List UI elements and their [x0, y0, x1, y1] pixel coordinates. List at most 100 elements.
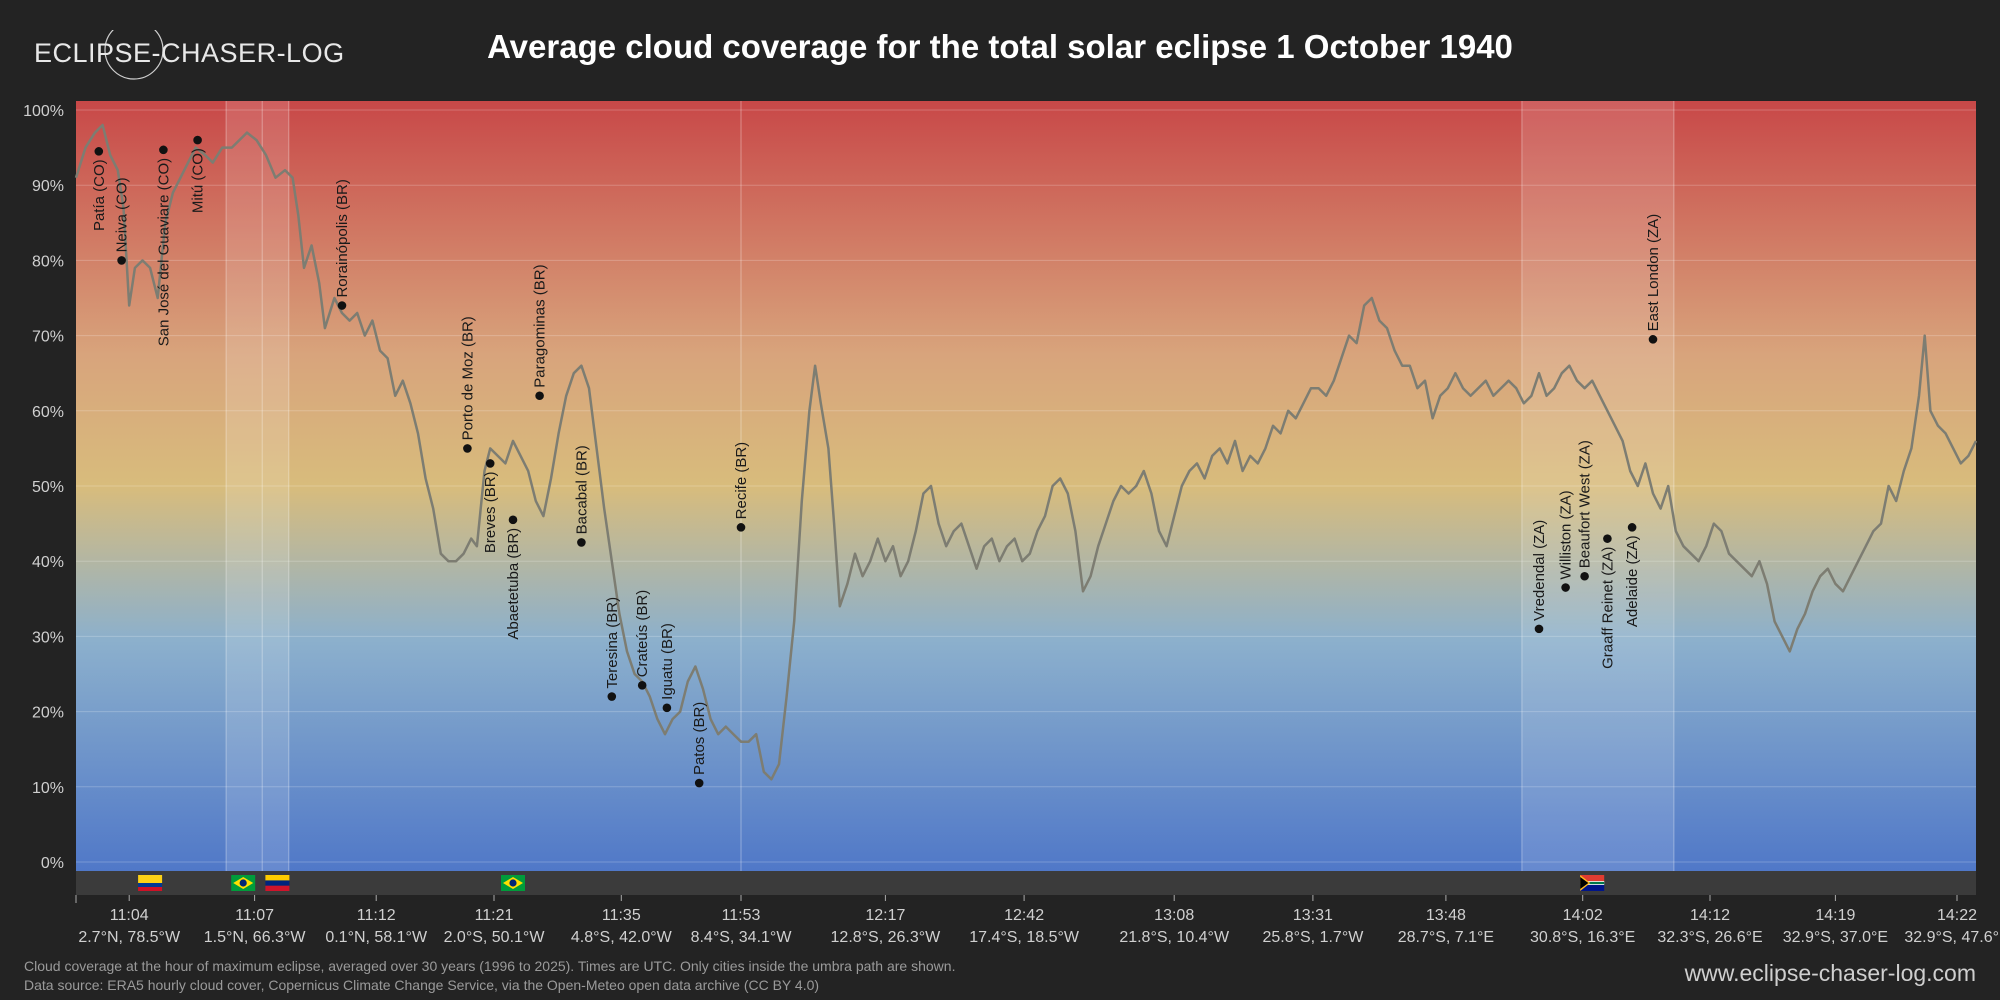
x-tick-time-label: 14:12	[1690, 907, 1730, 924]
city-neiva-co: Neiva (CO)	[114, 177, 131, 265]
x-tick-coord-label: 32.9°S, 37.0°E	[1783, 929, 1888, 946]
x-tick-coord-label: 1.5°N, 66.3°W	[204, 929, 307, 946]
city-mit-co: Mitú (CO)	[190, 135, 207, 213]
city-porto-de-moz-br: Porto de Moz (BR)	[459, 316, 476, 453]
city-marker	[159, 145, 168, 155]
city-marker	[463, 444, 472, 453]
city-rorain-polis-br: Rorainópolis (BR)	[334, 179, 351, 310]
y-tick-label: 10%	[32, 780, 64, 797]
x-tick-time-label: 12:17	[865, 907, 905, 924]
city-marker	[485, 459, 495, 468]
city-marker	[193, 135, 202, 145]
city-marker	[1580, 571, 1589, 581]
y-tick-label: 100%	[23, 103, 64, 120]
city-marker	[1603, 534, 1612, 543]
city-marker	[1561, 583, 1570, 592]
y-tick-label: 70%	[32, 329, 64, 346]
city-paragominas-br: Paragominas (BR)	[532, 264, 549, 401]
city-recife-br: Recife (BR)	[733, 442, 750, 532]
x-tick-coord-label: 21.8°S, 10.4°W	[1119, 929, 1230, 946]
city-label: Paragominas (BR)	[532, 264, 549, 387]
city-bacabal-br: Bacabal (BR)	[573, 445, 590, 547]
city-label: San José del Guaviare (CO)	[155, 158, 172, 346]
city-adelaide-za: Adelaide (ZA)	[1624, 523, 1641, 627]
city-label: Beaufort West (ZA)	[1577, 440, 1594, 568]
city-marker	[607, 692, 617, 701]
logo: ECLIPSE-CHASER-LOG	[34, 38, 345, 68]
city-label: Williston (ZA)	[1558, 490, 1575, 579]
x-tick-coord-label: 4.8°S, 42.0°W	[571, 929, 673, 946]
flag-brazil-icon	[231, 875, 256, 891]
x-tick-coord-label: 32.9°S, 47.6°E	[1904, 929, 2000, 946]
city-marker	[694, 778, 704, 788]
x-tick-coord-label: 12.8°S, 26.3°W	[831, 929, 942, 946]
city-label: Teresina (BR)	[604, 597, 621, 689]
x-tick-time-label: 11:35	[602, 907, 641, 924]
page-title: Average cloud coverage for the total sol…	[487, 28, 1513, 65]
country-shade-region	[226, 101, 289, 871]
city-marker	[508, 515, 518, 525]
city-marker	[736, 523, 746, 532]
city-marker	[1648, 335, 1658, 344]
x-tick-time-label: 14:22	[1937, 907, 1977, 924]
city-label: East London (ZA)	[1645, 214, 1662, 332]
y-tick-label: 20%	[32, 705, 64, 722]
y-tick-label: 90%	[32, 178, 64, 195]
city-marker	[662, 703, 672, 713]
cloud-coverage-line	[74, 123, 1978, 781]
website-url[interactable]: www.eclipse-chaser-log.com	[1684, 960, 1976, 986]
city-label: Rorainópolis (BR)	[334, 179, 351, 297]
city-williston-za: Williston (ZA)	[1558, 490, 1575, 592]
x-tick-time-label: 11:21	[475, 907, 514, 924]
x-tick-coord-label: 0.1°N, 58.1°W	[325, 929, 428, 946]
city-marker	[1627, 523, 1637, 532]
city-label: Recife (BR)	[733, 442, 750, 520]
city-pat-a-co: Patía (CO)	[91, 147, 108, 231]
x-tick-time-label: 11:07	[235, 907, 274, 924]
city-east-london-za: East London (ZA)	[1645, 214, 1662, 344]
flag-strip	[76, 871, 1976, 895]
city-label: Bacabal (BR)	[573, 445, 590, 534]
y-tick-label: 60%	[32, 404, 64, 421]
city-san-jos-del-guaviare-co: San José del Guaviare (CO)	[155, 145, 172, 346]
city-crate-s-br: Crateús (BR)	[634, 590, 651, 690]
city-breves-br: Breves (BR)	[482, 459, 499, 553]
city-graaff-reinet-za: Graaff Reinet (ZA)	[1599, 534, 1616, 669]
x-tick-coord-label: 28.7°S, 7.1°E	[1398, 929, 1494, 946]
city-marker	[535, 391, 544, 401]
x-tick-coord-label: 8.4°S, 34.1°W	[691, 929, 793, 946]
cloud-coverage-chart: 0% 10% 20% 30% 40% 50% 60% 70% 80% 90% 100% 11:04 2…	[23, 101, 2000, 946]
footnote-source: Data source: ERA5 hourly cloud cover, Co…	[24, 977, 820, 993]
plot-background	[76, 101, 1976, 871]
x-tick-time-label: 12:42	[1004, 907, 1044, 924]
city-beaufort-west-za: Beaufort West (ZA)	[1577, 440, 1594, 581]
city-abaetetuba-br: Abaetetuba (BR)	[505, 515, 522, 640]
x-tick-time-label: 13:08	[1154, 907, 1194, 924]
y-tick-label: 0%	[41, 855, 64, 872]
x-tick-time-label: 14:02	[1563, 907, 1603, 924]
city-teresina-br: Teresina (BR)	[604, 597, 621, 701]
flag-brazil-icon	[501, 875, 525, 891]
city-label: Crateús (BR)	[634, 590, 651, 678]
y-tick-label: 40%	[32, 554, 64, 571]
city-label: Abaetetuba (BR)	[505, 528, 522, 640]
x-tick-time-label: 11:53	[722, 907, 761, 924]
city-vredendal-za: Vredendal (ZA)	[1531, 520, 1548, 634]
city-marker	[94, 147, 104, 156]
city-marker	[1534, 624, 1544, 634]
city-label: Patos (BR)	[691, 702, 708, 775]
x-tick-coord-label: 2.0°S, 50.1°W	[444, 929, 546, 946]
x-tick-time-label: 13:48	[1426, 907, 1466, 924]
city-label: Vredendal (ZA)	[1531, 520, 1548, 621]
flag-venezuela-icon	[265, 875, 290, 891]
flag-south-africa-icon	[1580, 875, 1605, 891]
city-label: Graaff Reinet (ZA)	[1599, 547, 1616, 669]
footnote-method: Cloud coverage at the hour of maximum ec…	[24, 958, 956, 974]
logo-ring-icon	[104, 30, 164, 80]
city-label: Neiva (CO)	[114, 177, 131, 252]
city-patos-br: Patos (BR)	[691, 702, 708, 788]
city-marker	[637, 680, 647, 690]
country-shade-region	[1521, 101, 1674, 871]
x-tick-coord-label: 30.8°S, 16.3°E	[1530, 929, 1635, 946]
x-tick-time-label: 13:31	[1293, 907, 1333, 924]
